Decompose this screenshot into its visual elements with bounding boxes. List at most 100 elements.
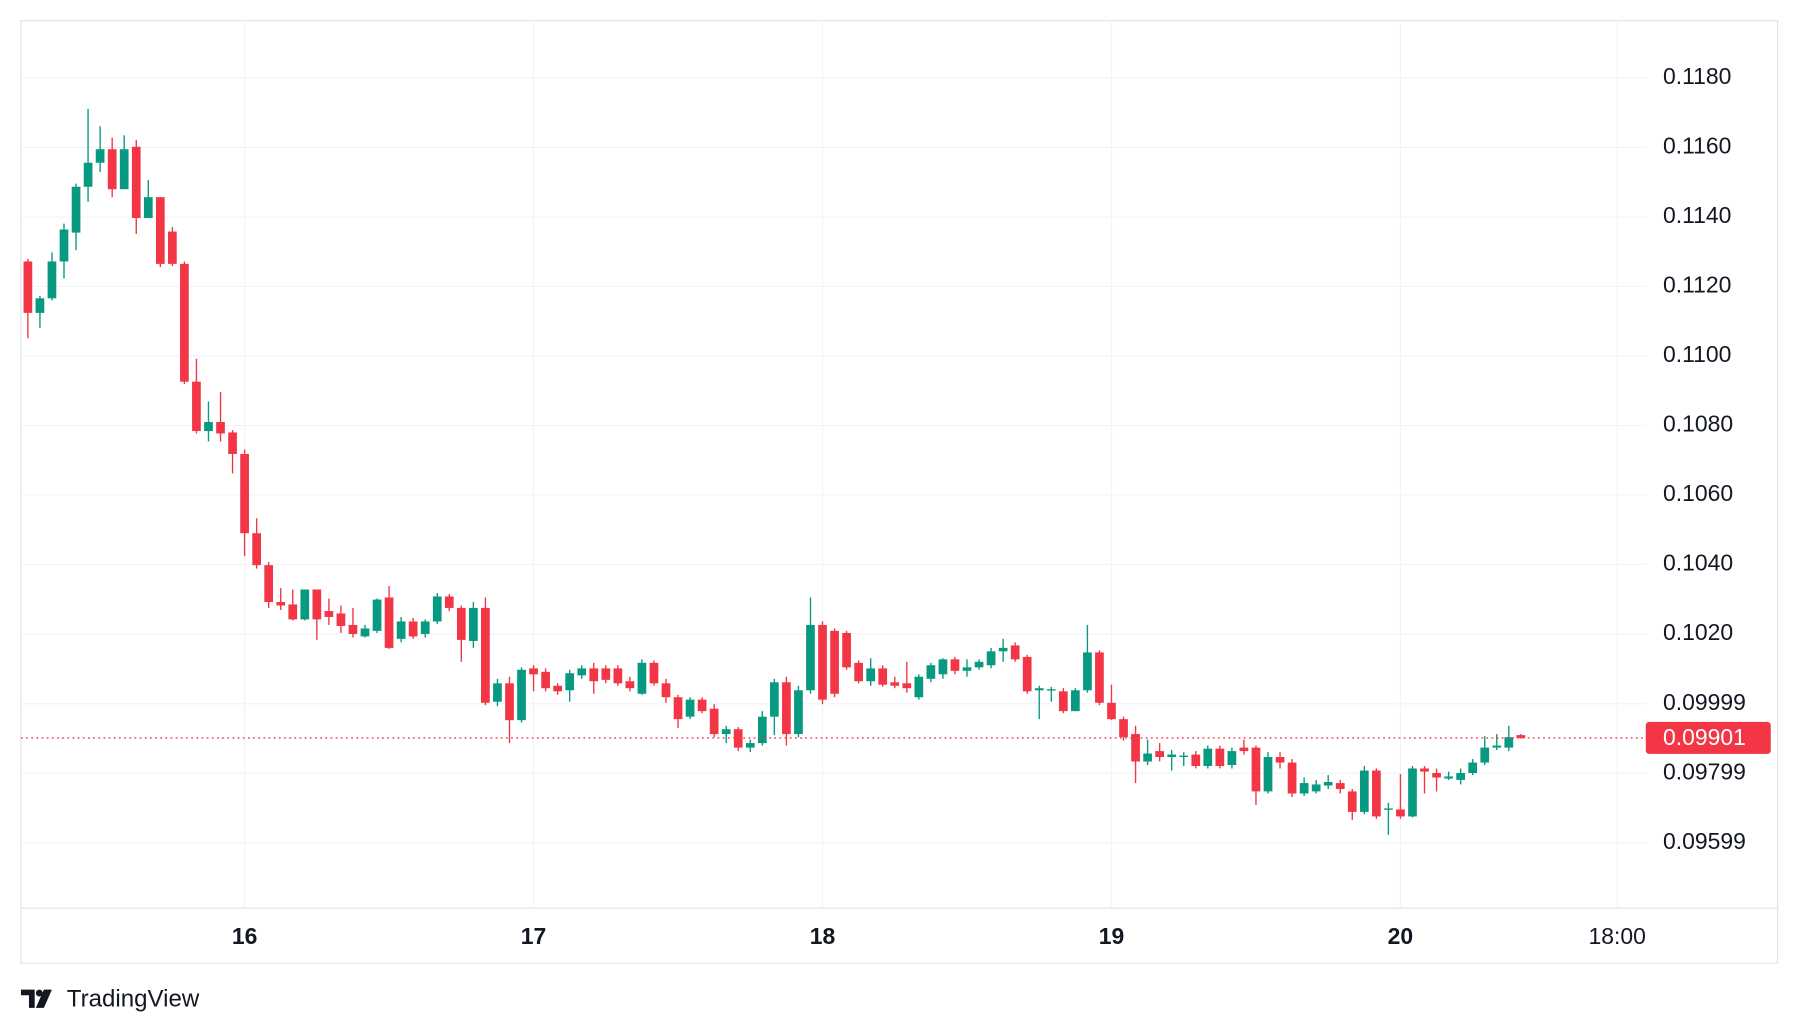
- candle-body: [685, 699, 695, 717]
- candle-body: [107, 149, 117, 190]
- last-price-label: 0.09901: [1663, 724, 1746, 750]
- logo-slash: [35, 989, 52, 1008]
- candle-body: [577, 668, 587, 676]
- candle-body: [204, 422, 213, 432]
- candle-body: [529, 668, 538, 675]
- logo-mark: [20, 989, 35, 1008]
- candle-body: [420, 621, 430, 634]
- candle-body: [1046, 689, 1056, 691]
- candle-body: [143, 197, 153, 219]
- candle-body: [1287, 762, 1297, 794]
- candle-body: [155, 197, 165, 264]
- candle-body: [794, 690, 803, 735]
- candle-body: [240, 453, 249, 534]
- candle-body: [1119, 719, 1128, 738]
- candle-body: [1227, 751, 1237, 765]
- candle-body: [986, 651, 996, 666]
- x-tick-label: 18:00: [1588, 923, 1645, 949]
- candle-body: [456, 607, 466, 640]
- candle-body: [1107, 702, 1116, 720]
- last-price-badge: [1645, 721, 1771, 754]
- candle-body: [1444, 776, 1453, 779]
- candle-body: [1191, 754, 1201, 767]
- candle-body: [757, 716, 767, 744]
- plot-area: 0.1180 0.1160 0.1140 0.1120 0.1100 0.1080 0.10…: [20, 20, 1771, 949]
- chart-frame: [20, 20, 1779, 964]
- candle-body: [673, 697, 683, 720]
- candle-body: [1083, 652, 1092, 691]
- candle-body: [541, 671, 550, 689]
- candle-body: [1420, 768, 1429, 772]
- candle-body: [1034, 688, 1044, 691]
- candle-body: [553, 685, 562, 692]
- y-tick-label: 0.09999: [1663, 689, 1746, 715]
- candle-body: [1492, 745, 1502, 748]
- y-tick-label: 0.1020: [1663, 619, 1733, 645]
- candle-body: [493, 683, 502, 702]
- candle-body: [962, 667, 972, 671]
- candle-body: [1179, 755, 1189, 757]
- candle-body: [192, 381, 201, 432]
- logo-dot: [35, 989, 43, 997]
- candle-body: [288, 604, 298, 620]
- candle-body: [1071, 690, 1080, 712]
- candle-body: [950, 659, 960, 671]
- candle-body: [1167, 754, 1177, 757]
- candle-body: [589, 668, 599, 682]
- candle-body: [180, 263, 189, 382]
- candle-body: [372, 599, 382, 631]
- candle-body: [1058, 691, 1068, 712]
- candle-body: [1263, 756, 1273, 792]
- candle-body: [505, 683, 514, 721]
- candle-body: [396, 621, 406, 639]
- y-tick-label: 0.1180: [1663, 63, 1731, 89]
- candle-body: [1359, 770, 1369, 812]
- candle-body: [998, 647, 1008, 652]
- candle-body: [782, 682, 791, 735]
- candle-body: [1335, 783, 1345, 789]
- y-tick-label: 0.09599: [1663, 828, 1746, 854]
- candle-body: [1010, 645, 1020, 660]
- candle-body: [769, 682, 779, 717]
- candle-body: [926, 665, 936, 679]
- logo: TradingView: [20, 985, 200, 1012]
- candle-body: [637, 662, 647, 694]
- x-tick-label: 19: [1099, 923, 1125, 949]
- candle-body: [878, 668, 888, 685]
- y-tick-label: 0.1040: [1663, 550, 1733, 576]
- x-tick-label: 16: [232, 923, 258, 949]
- candle-body: [228, 432, 237, 454]
- candle-body: [709, 708, 719, 735]
- candle-body: [23, 261, 33, 313]
- candle-body: [348, 624, 358, 634]
- candle-body: [830, 630, 839, 694]
- x-tick-label: 18: [810, 923, 836, 949]
- candle-body: [252, 533, 262, 566]
- candle-body: [131, 146, 141, 219]
- candle-body: [59, 229, 69, 262]
- candle-body: [360, 628, 370, 637]
- candle-body: [1396, 809, 1405, 817]
- candle-body: [1215, 748, 1225, 767]
- candle-body: [384, 597, 394, 648]
- brand-name: TradingView: [67, 985, 200, 1012]
- candle-body: [264, 565, 274, 603]
- candle-body: [1456, 772, 1465, 780]
- candle-body: [1275, 756, 1285, 763]
- candle-body: [974, 661, 984, 668]
- y-tick-label: 0.09799: [1663, 758, 1746, 784]
- candle-body: [47, 261, 57, 299]
- candle-body: [35, 298, 45, 313]
- candle-body: [1372, 770, 1381, 817]
- candle-body: [1299, 783, 1309, 794]
- candle-body: [300, 589, 310, 620]
- candle-body: [1239, 747, 1249, 752]
- candle-body: [444, 596, 454, 608]
- candle-body: [721, 729, 731, 735]
- candle-body: [517, 669, 526, 721]
- candle-body: [1468, 762, 1478, 773]
- candle-body: [938, 659, 948, 675]
- candle-body: [168, 231, 177, 264]
- candle-body: [697, 699, 707, 712]
